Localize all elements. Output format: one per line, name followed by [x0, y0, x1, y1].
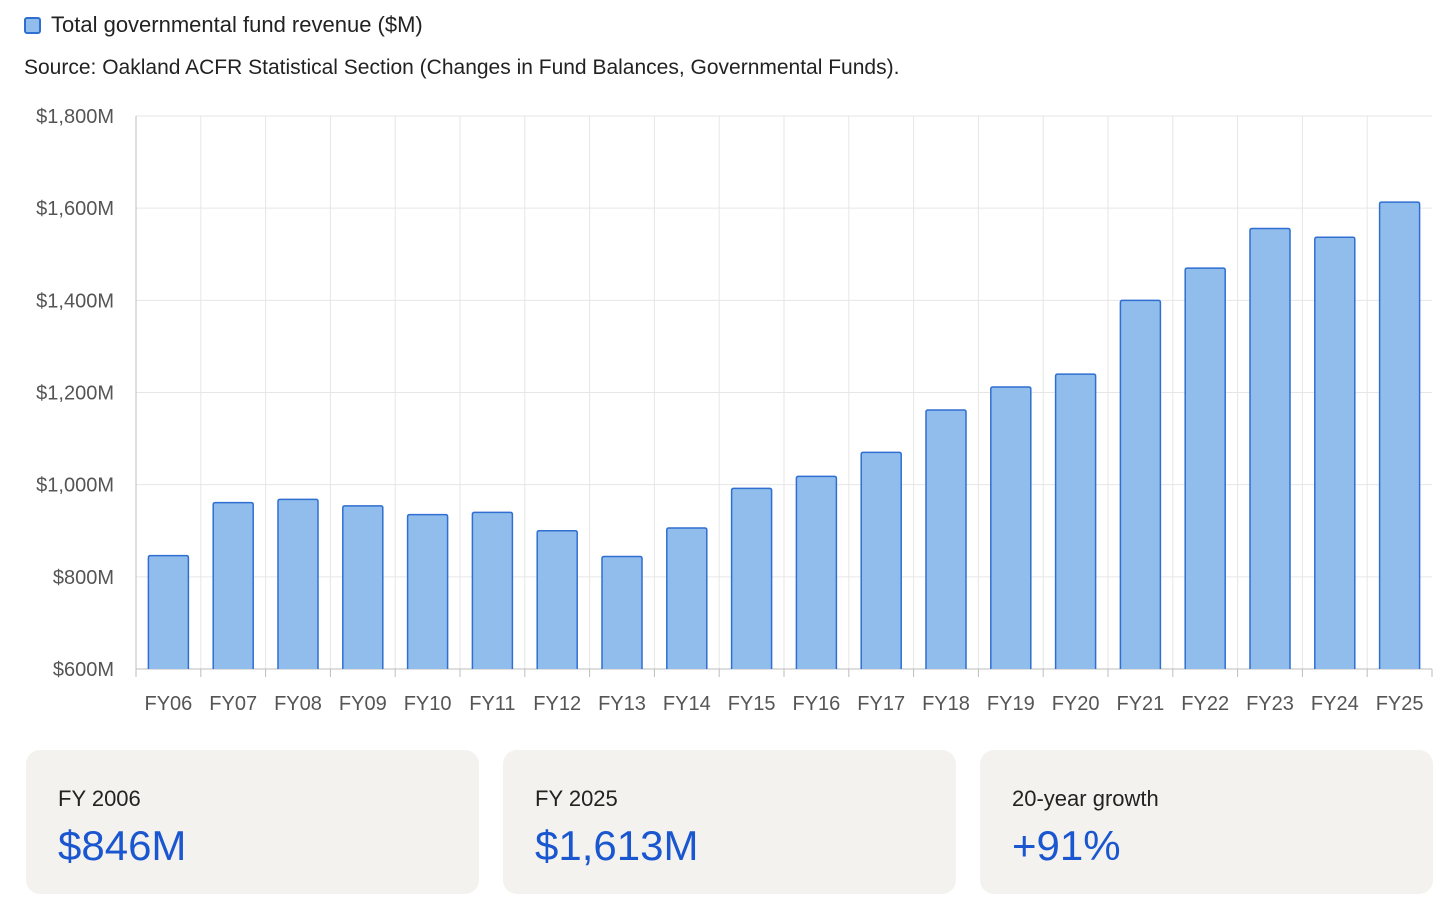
x-tick-label: FY06 [144, 693, 192, 715]
x-tick-label: FY17 [857, 693, 905, 715]
bar-fy15 [730, 487, 773, 669]
x-tick-label: FY16 [792, 693, 840, 715]
stat-card-label: FY 2006 [58, 786, 141, 811]
bar-fy13 [601, 555, 643, 669]
y-tick-label: $600M [53, 659, 114, 681]
bar-fy24 [1314, 236, 1356, 669]
legend-swatch [24, 16, 41, 34]
bar-fy09 [342, 505, 384, 669]
x-tick-label: FY15 [728, 693, 776, 715]
bar-fy16 [795, 475, 838, 669]
x-tick-label: FY22 [1181, 693, 1229, 715]
y-tick-label: $1,400M [36, 290, 114, 312]
stat-card-value: +91% [1012, 822, 1121, 869]
x-tick-label: FY11 [469, 693, 515, 715]
bar-fy25 [1378, 201, 1421, 669]
summary-cards: FY 2006 $846M FY 2025 $1,613M 20-year gr… [26, 750, 1433, 894]
bar-fy08 [277, 498, 319, 669]
bar-fy12 [536, 530, 578, 669]
bar-fy07 [212, 501, 254, 669]
x-tick-label: FY08 [274, 693, 322, 715]
x-tick-label: FY18 [922, 693, 970, 715]
bar-fy10 [406, 513, 449, 669]
bar-fy23 [1249, 227, 1291, 669]
stat-card-value: $846M [58, 822, 187, 869]
chart-legend: Total governmental fund revenue ($M) [24, 12, 423, 38]
stat-card-growth: 20-year growth +91% [980, 750, 1433, 894]
revenue-bar-chart: $600M $800M $1,000M $1,200M $1,400M $1,600M $1… [36, 106, 1433, 715]
y-tick-label: $1,600M [36, 198, 114, 220]
bar-fy14 [666, 527, 708, 669]
x-tick-label: FY09 [339, 693, 387, 715]
y-tick-label: $800M [53, 567, 114, 589]
bar-fy17 [860, 451, 902, 669]
x-tick-label: FY10 [404, 693, 452, 715]
bar-fy11 [471, 511, 514, 669]
x-tick-label: FY25 [1376, 693, 1424, 715]
x-tick-label: FY12 [533, 693, 581, 715]
bar-fy20 [1054, 373, 1097, 669]
stat-card-value: $1,613M [535, 822, 699, 869]
x-tick-label: FY21 [1116, 693, 1164, 715]
x-tick-label: FY20 [1052, 693, 1100, 715]
bar-fy06 [147, 554, 190, 669]
x-tick-label: FY14 [663, 693, 711, 715]
y-tick-label: $1,200M [36, 383, 114, 405]
x-tick-label: FY13 [598, 693, 646, 715]
y-tick-label: $1,000M [36, 475, 114, 497]
bar-fy21 [1119, 299, 1162, 669]
bar-fy19 [990, 386, 1032, 669]
x-tick-label: FY07 [209, 693, 257, 715]
stat-card-label: FY 2025 [535, 786, 618, 811]
y-tick-label: $1,800M [36, 106, 114, 128]
legend-label: Total governmental fund revenue ($M) [51, 12, 423, 37]
bar-fy18 [925, 409, 967, 669]
x-tick-label: FY24 [1311, 693, 1359, 715]
bar-fy22 [1184, 267, 1226, 669]
source-note: Source: Oakland ACFR Statistical Section… [24, 56, 900, 79]
stat-card-fy2006: FY 2006 $846M [26, 750, 479, 894]
stat-card-label: 20-year growth [1012, 786, 1159, 811]
stat-card-fy2025: FY 2025 $1,613M [503, 750, 956, 894]
x-tick-label: FY23 [1246, 693, 1294, 715]
x-tick-label: FY19 [987, 693, 1035, 715]
